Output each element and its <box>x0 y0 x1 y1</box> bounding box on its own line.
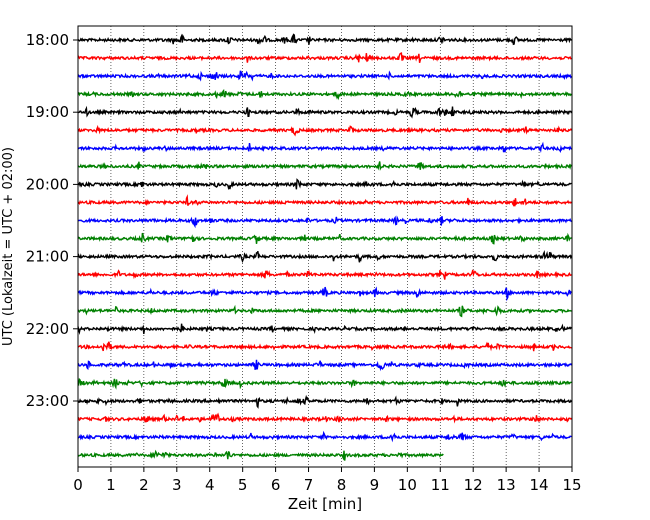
trace-row-2245 <box>77 377 572 390</box>
trace-row-1915 <box>77 124 573 137</box>
trace-row-1830 <box>77 70 573 82</box>
x-tick-label: 11 <box>431 476 450 494</box>
trace-row-2230 <box>77 359 573 372</box>
y-tick-label: 23:00 <box>26 392 69 410</box>
y-tick-label: 18:00 <box>26 31 69 49</box>
trace-row-1945 <box>77 161 573 171</box>
plot-frame <box>77 25 573 468</box>
x-tick-label: 13 <box>497 476 516 494</box>
x-axis-ticks: 0 1 2 3 4 5 6 7 8 9 10 11 12 13 14 15 <box>73 467 582 494</box>
y-axis-ticks: 18:00 19:00 20:00 21:00 22:00 23:00 <box>26 31 78 410</box>
seismic-traces <box>77 33 573 461</box>
trace-row-1930 <box>77 141 573 153</box>
trace-row-2130 <box>77 286 572 302</box>
x-tick-label: 14 <box>530 476 549 494</box>
trace-row-2100 <box>77 249 573 264</box>
trace-row-2215 <box>77 341 572 352</box>
trace-row-2200 <box>77 323 573 335</box>
x-tick-label: 2 <box>139 476 149 494</box>
trace-row-2300 <box>77 394 573 409</box>
x-axis-label: Zeit [min] <box>288 495 362 513</box>
trace-row-2330 <box>77 430 572 443</box>
trace-row-2030 <box>77 215 573 229</box>
x-tick-label: 10 <box>398 476 417 494</box>
x-tick-label: 6 <box>271 476 281 494</box>
x-tick-label: 1 <box>106 476 116 494</box>
trace-row-2145 <box>77 304 572 318</box>
x-tick-label: 9 <box>370 476 380 494</box>
y-tick-label: 22:00 <box>26 320 69 338</box>
x-tick-label: 15 <box>562 476 581 494</box>
x-tick-label: 8 <box>337 476 347 494</box>
trace-row-2000 <box>77 178 572 191</box>
x-tick-label: 0 <box>73 476 83 494</box>
y-tick-label: 21:00 <box>26 248 69 266</box>
trace-row-2045 <box>77 232 572 245</box>
trace-row-2345 <box>77 449 444 461</box>
trace-row-1900 <box>77 105 573 119</box>
trace-row-2015 <box>77 194 573 207</box>
x-tick-label: 12 <box>464 476 483 494</box>
trace-row-1815 <box>77 52 572 64</box>
trace-row-1800 <box>77 33 573 46</box>
y-axis-label: UTC (Lokalzeit = UTC + 02:00) <box>1 147 16 346</box>
y-tick-label: 20:00 <box>26 175 69 193</box>
trace-row-2115 <box>77 269 572 280</box>
trace-row-1845 <box>77 89 573 101</box>
y-tick-label: 19:00 <box>26 103 69 121</box>
x-tick-label: 4 <box>205 476 215 494</box>
x-tick-label: 5 <box>238 476 248 494</box>
x-tick-label: 3 <box>172 476 182 494</box>
x-tick-label: 7 <box>304 476 314 494</box>
trace-row-2315 <box>77 412 573 424</box>
